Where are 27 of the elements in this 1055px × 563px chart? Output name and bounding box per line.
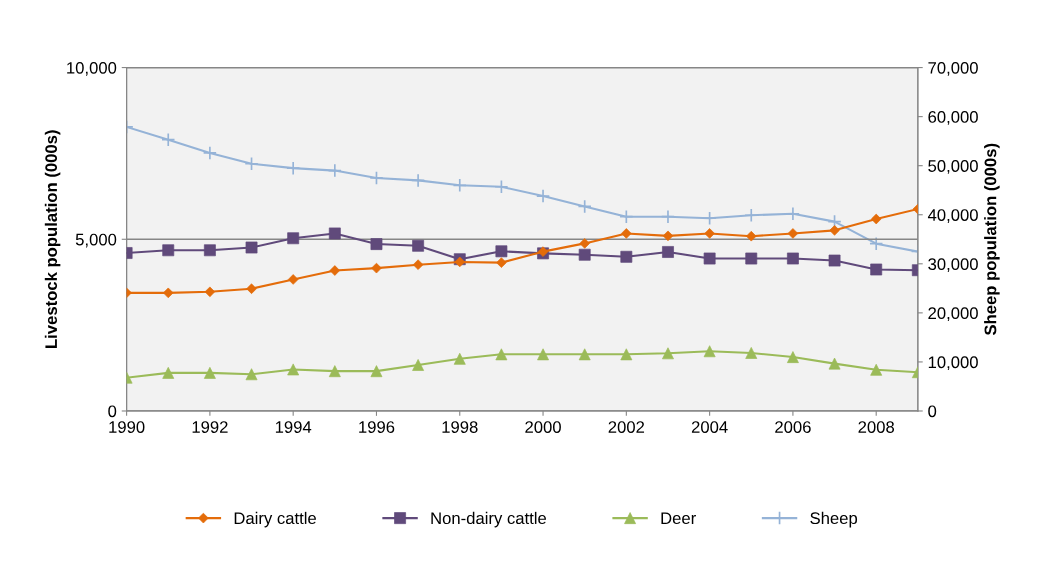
x-tick-label: 2006 [775, 421, 811, 433]
y2-tick-label: 50,000 [928, 160, 978, 174]
x-tick-label: 2004 [691, 421, 728, 433]
x-tick-label: 2008 [858, 421, 895, 433]
x-tick-label: 1994 [275, 421, 312, 433]
y-tick-label: 10,000 [67, 61, 117, 76]
y2-tick-label: 60,000 [928, 111, 978, 125]
x-tick-label: 1992 [192, 421, 228, 433]
x-tick-label: 2000 [525, 421, 561, 433]
y2-tick-label: 10,000 [928, 356, 978, 371]
legend-label: Dairy cattle [234, 511, 316, 528]
y2-tick-label: 0 [928, 405, 937, 418]
legend-label: Deer [661, 512, 696, 525]
x-tick-label: 2002 [608, 421, 645, 433]
x-tick-label: 1990 [109, 421, 145, 433]
y2-tick-label: 30,000 [928, 258, 978, 272]
y-tick-label: 0 [108, 405, 117, 418]
x-tick-label: 1998 [442, 421, 478, 433]
y-axis-title: Livestock population (000s) [44, 130, 61, 348]
y2-axis-title: Sheep population (000s) [984, 143, 1000, 336]
y2-tick-label: 70,000 [928, 61, 978, 76]
x-tick-label: 1996 [359, 421, 395, 433]
y2-tick-label: 20,000 [928, 307, 978, 322]
y2-tick-label: 40,000 [927, 209, 978, 223]
legend-label: Non-dairy cattle [431, 511, 547, 528]
y-tick-label: 5,000 [75, 233, 117, 248]
legend-label: Sheep [810, 511, 858, 528]
